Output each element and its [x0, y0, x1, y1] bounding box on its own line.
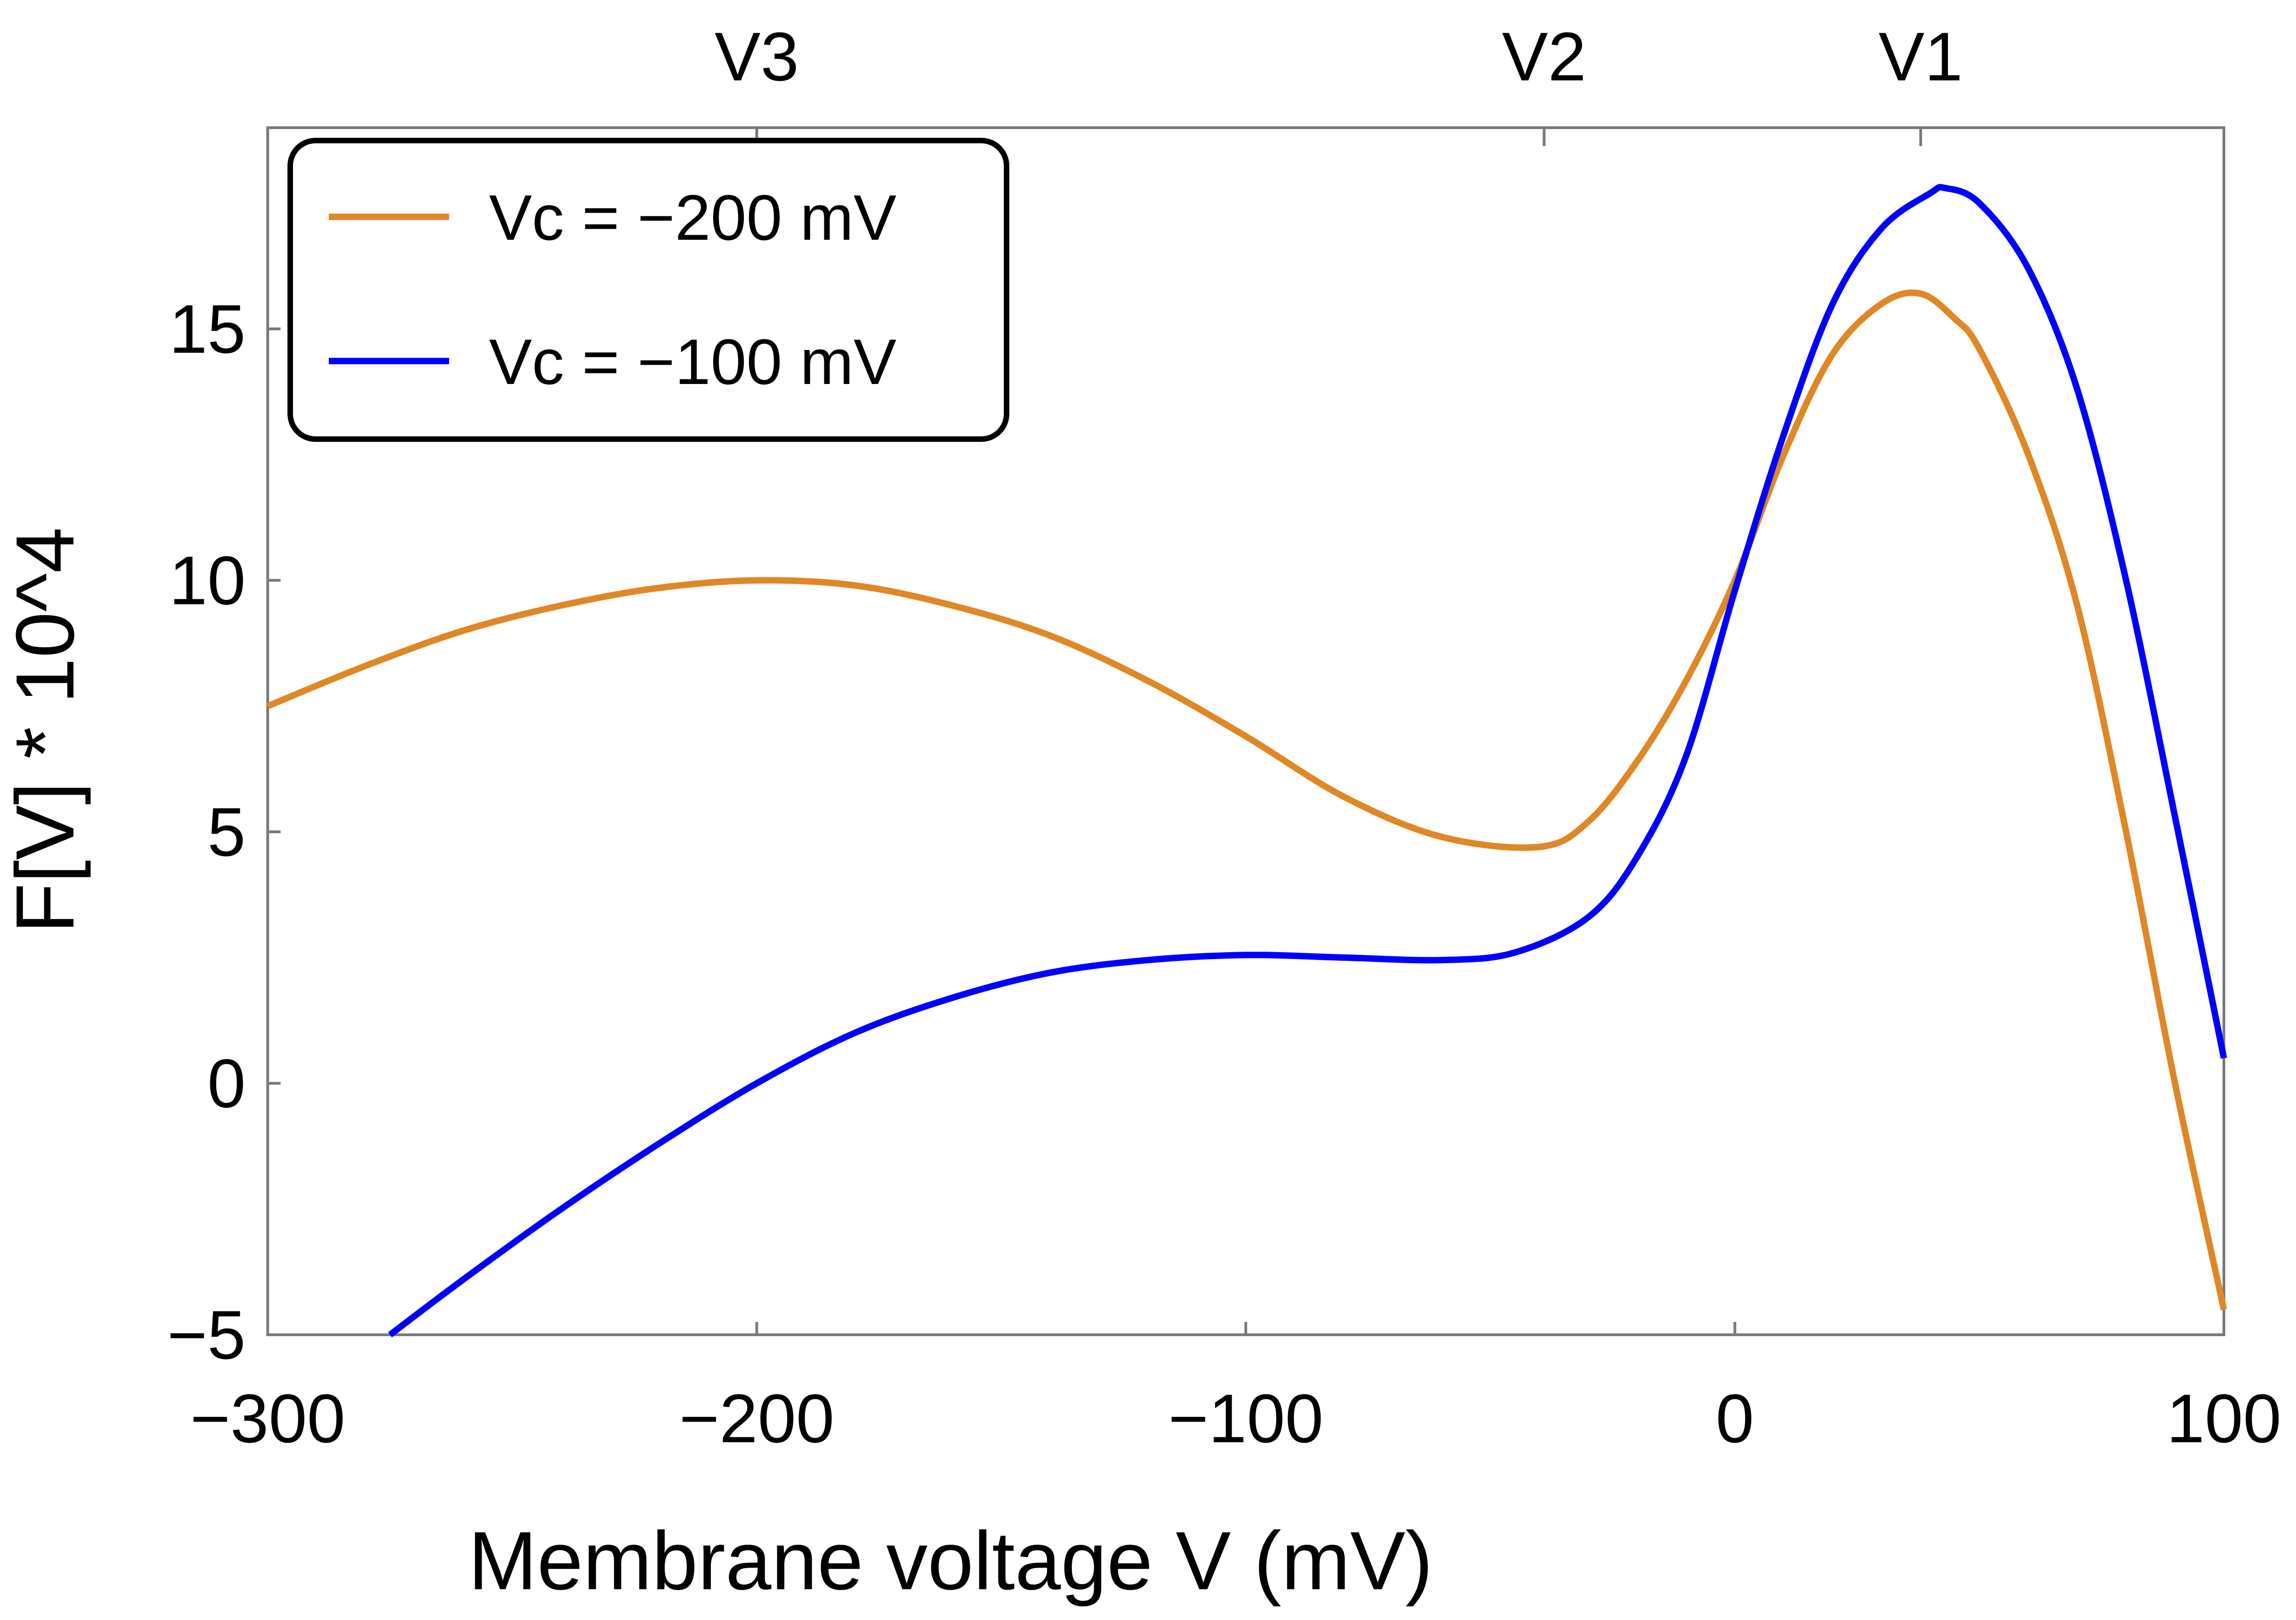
x-axis-title: Membrane voltage V (mV) — [468, 1515, 1433, 1607]
x-tick-label: 100 — [2167, 1380, 2281, 1457]
series-line-1 — [266, 289, 2227, 1310]
x-tick-label: −100 — [1168, 1380, 1323, 1457]
y-tick-label: 0 — [208, 1045, 246, 1122]
top-tick-label: V3 — [715, 18, 799, 95]
x-tick-label: −200 — [679, 1380, 834, 1457]
y-tick-label: −5 — [167, 1296, 246, 1373]
legend: Vc = −200 mV Vc = −100 mV — [287, 138, 1009, 442]
legend-label-2: Vc = −100 mV — [489, 326, 896, 398]
legend-box — [287, 138, 1009, 442]
y-tick-label: 10 — [169, 542, 246, 619]
y-tick-label: 5 — [208, 793, 246, 870]
series-line-2 — [388, 184, 2227, 1338]
legend-label-1: Vc = −200 mV — [489, 181, 896, 254]
x-tick-label: −300 — [190, 1380, 345, 1457]
y-tick-label: 15 — [169, 290, 246, 367]
top-tick-label: V2 — [1502, 18, 1586, 95]
x-tick-label: 0 — [1716, 1380, 1754, 1457]
y-axis-title: F[V] * 10^4 — [0, 527, 91, 934]
top-tick-label: V1 — [1879, 18, 1963, 95]
